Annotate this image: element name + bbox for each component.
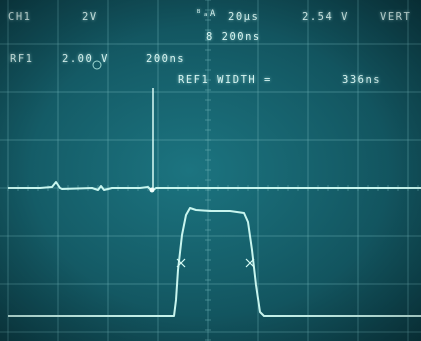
trigger-mode-readout: VERT [380, 11, 412, 23]
ref-label: RF1 [10, 53, 34, 65]
lower-pulse-trace [8, 207, 421, 317]
measurement-label: REF1 WIDTH = [178, 74, 272, 86]
measure-marker-left [176, 258, 186, 268]
upper-waveform-trace [8, 181, 421, 192]
graticule-ticks [7, 0, 419, 341]
ref-time-readout: 200ns [146, 53, 186, 65]
trigger-marker-dot [149, 187, 155, 193]
timebase-readout: 20µs [228, 11, 260, 23]
measurement-value: 336ns [342, 74, 382, 86]
ref-scale: 2.00 V [62, 53, 109, 65]
delay-readout: 8 200ns [206, 31, 261, 43]
ch1-scale: 2V [82, 11, 98, 23]
ch1-label: CH1 [8, 11, 32, 23]
cursor-circle-marker [92, 60, 102, 70]
trigger-icon: ᴮₐA [196, 9, 217, 19]
measure-marker-right [245, 258, 255, 268]
trigger-level-readout: 2.54 V [302, 11, 349, 23]
